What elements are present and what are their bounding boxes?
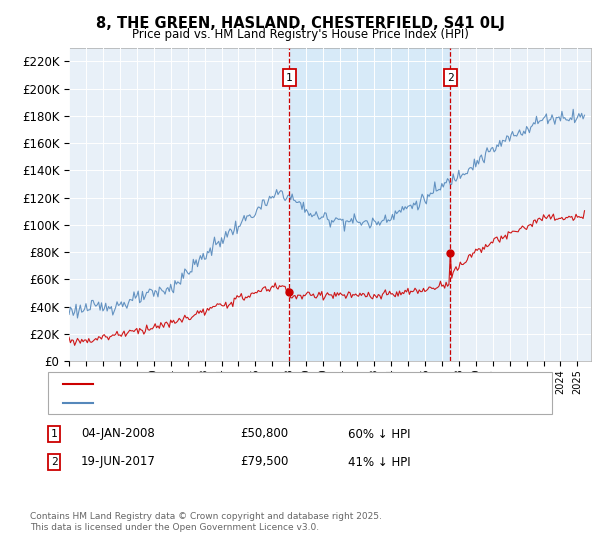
Text: 60% ↓ HPI: 60% ↓ HPI	[348, 427, 410, 441]
Text: 8, THE GREEN, HASLAND, CHESTERFIELD, S41 0LJ: 8, THE GREEN, HASLAND, CHESTERFIELD, S41…	[95, 16, 505, 31]
Text: HPI: Average price, semi-detached house, Chesterfield: HPI: Average price, semi-detached house,…	[99, 398, 384, 408]
Text: 04-JAN-2008: 04-JAN-2008	[81, 427, 155, 441]
Text: 8, THE GREEN, HASLAND, CHESTERFIELD, S41 0LJ (semi-detached house): 8, THE GREEN, HASLAND, CHESTERFIELD, S41…	[99, 379, 482, 389]
Bar	[289, 48, 451, 361]
Text: 1: 1	[50, 429, 58, 439]
Text: 1: 1	[286, 73, 293, 82]
Text: Price paid vs. HM Land Registry's House Price Index (HPI): Price paid vs. HM Land Registry's House …	[131, 28, 469, 41]
Text: 2: 2	[50, 457, 58, 467]
Text: £50,800: £50,800	[240, 427, 288, 441]
Text: 41% ↓ HPI: 41% ↓ HPI	[348, 455, 410, 469]
Text: 2: 2	[447, 73, 454, 82]
Text: Contains HM Land Registry data © Crown copyright and database right 2025.
This d: Contains HM Land Registry data © Crown c…	[30, 512, 382, 532]
Text: 19-JUN-2017: 19-JUN-2017	[81, 455, 156, 469]
Text: £79,500: £79,500	[240, 455, 289, 469]
